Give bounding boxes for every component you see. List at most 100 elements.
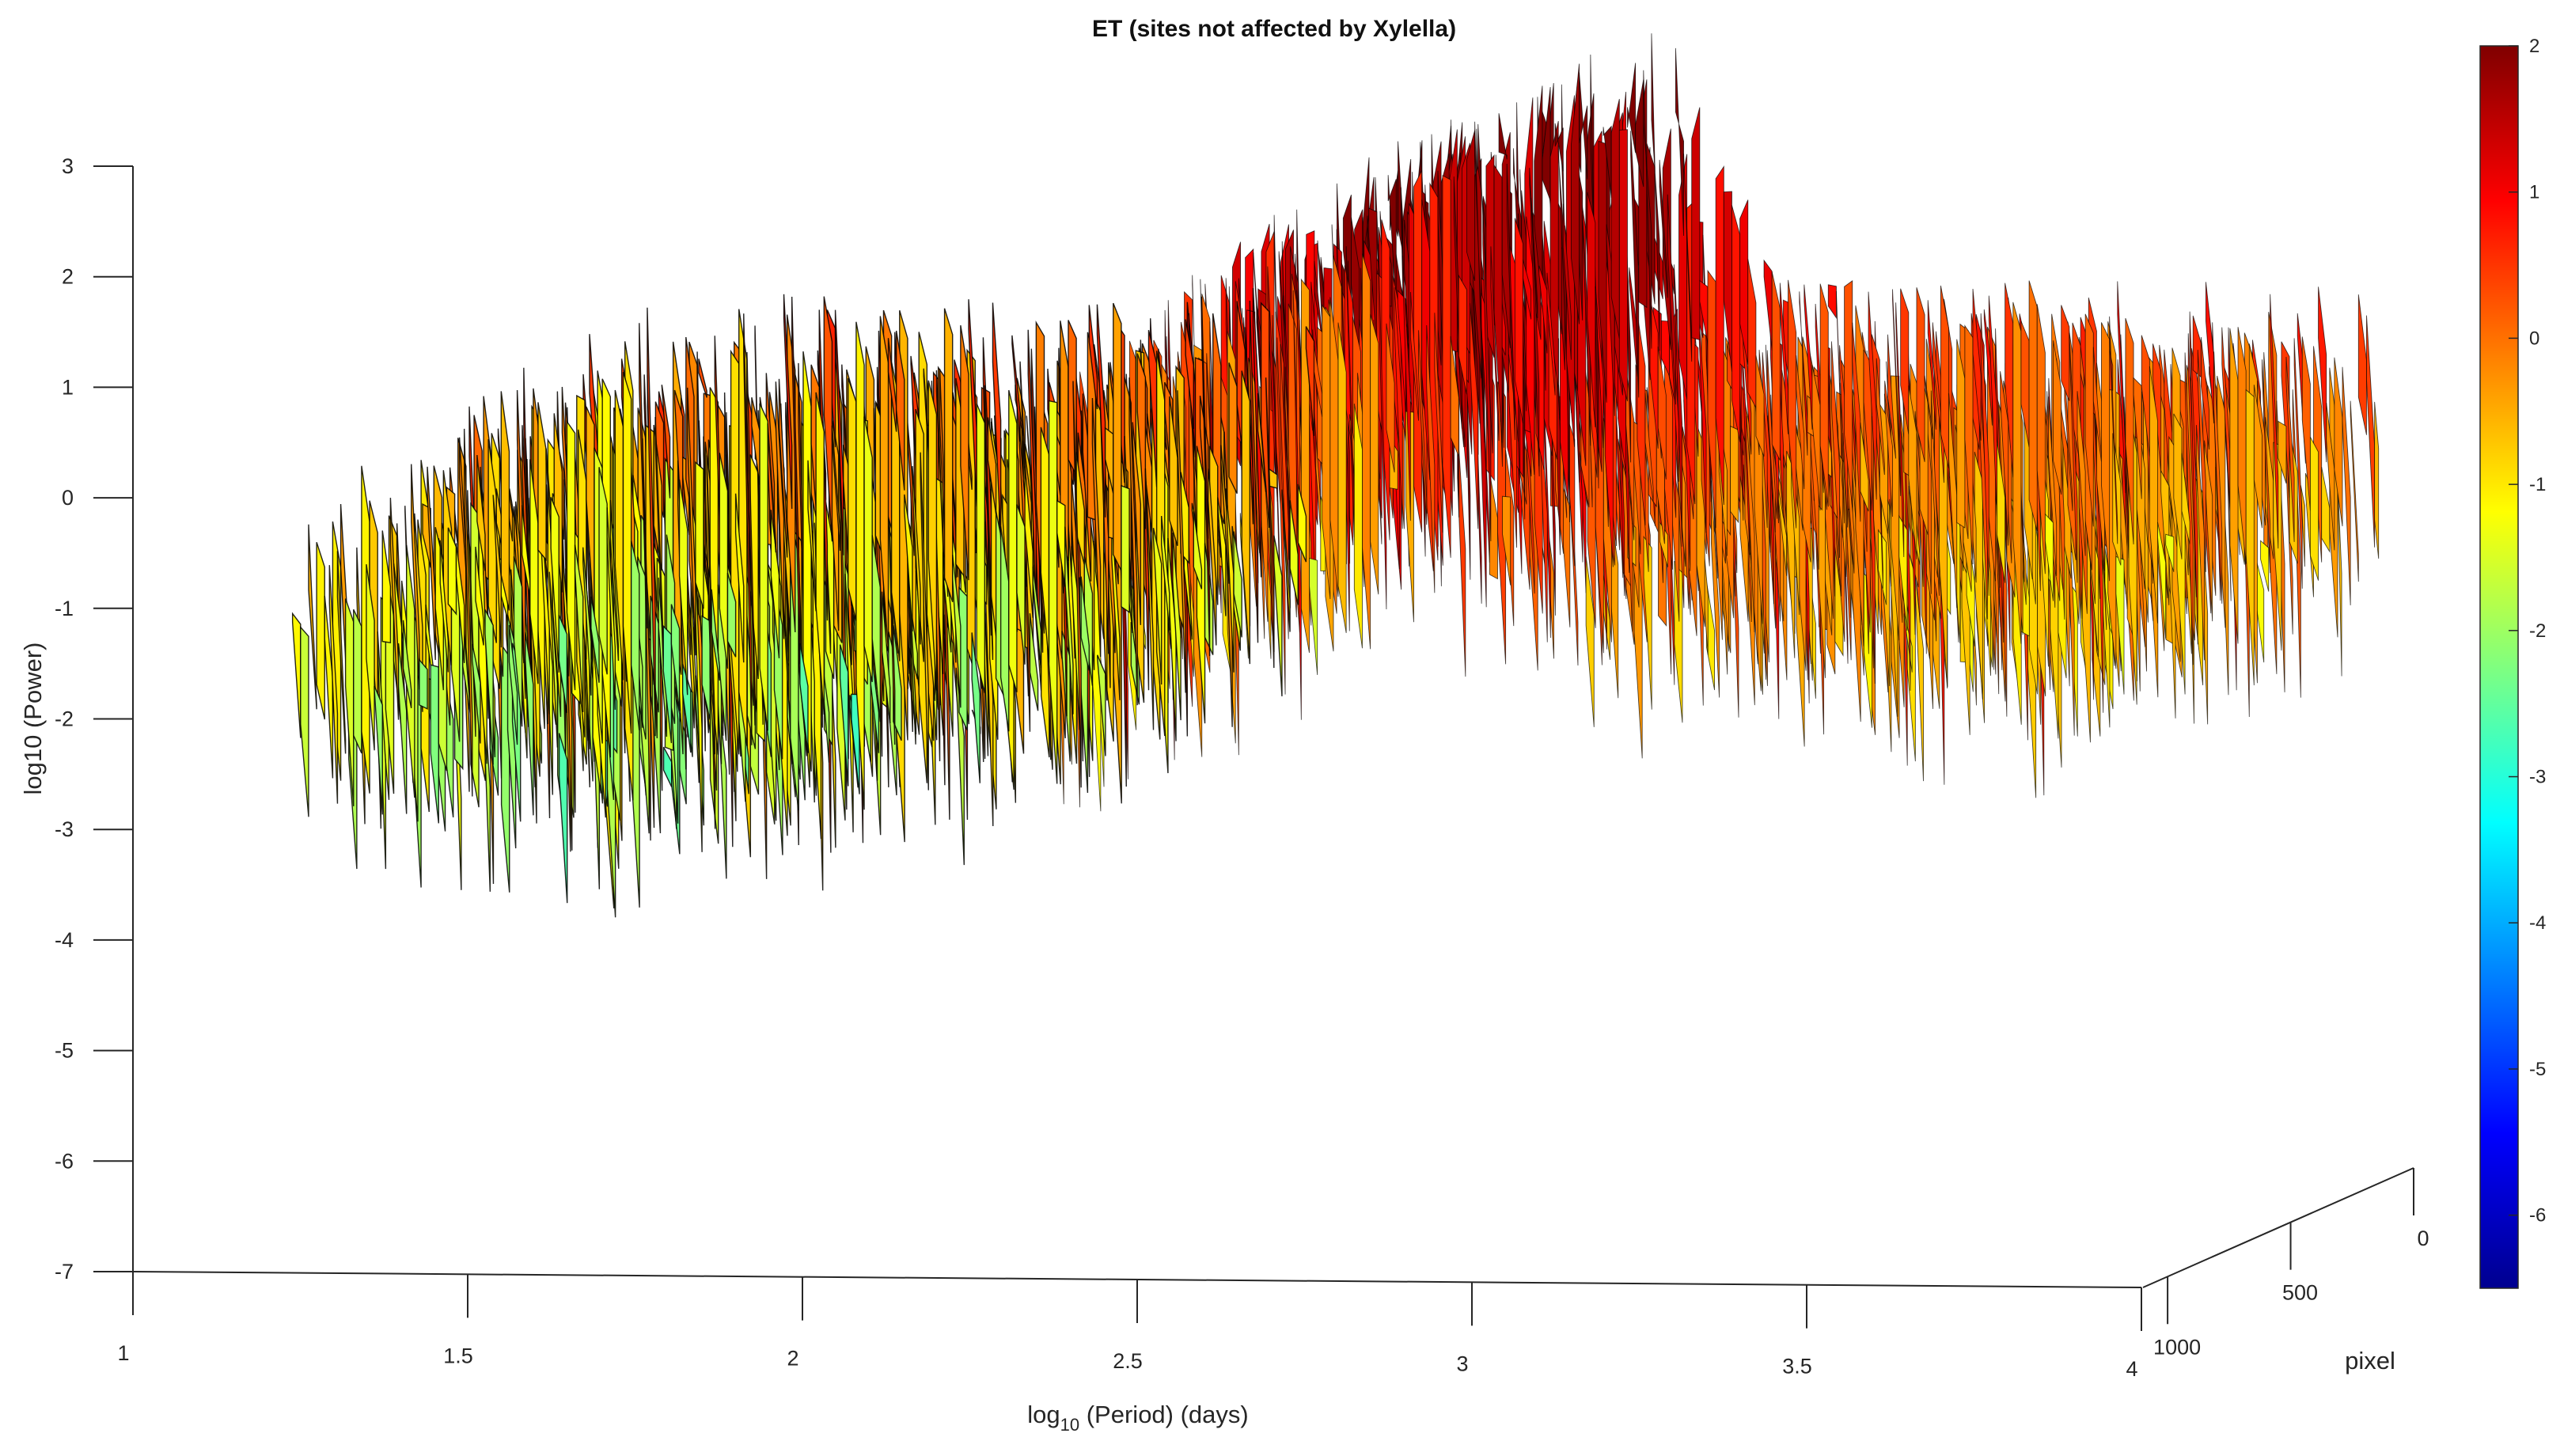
surface-facet [2265, 417, 2274, 559]
surface-facet [1643, 535, 1652, 710]
surface-facet [1426, 324, 1436, 593]
surface-facet [439, 540, 449, 673]
colorbar-tick-label: -3 [2529, 767, 2546, 788]
surface-facet [815, 392, 825, 715]
surface-facet [778, 378, 788, 558]
surface-facet [2125, 317, 2134, 544]
surface-facet [1691, 107, 1701, 340]
surface-facet [590, 596, 600, 683]
surface-facet [1710, 480, 1720, 698]
surface-facet [1860, 422, 1869, 512]
surface-facet [719, 453, 729, 669]
colorbar-tick-label: -4 [2529, 912, 2546, 934]
surface-facet [863, 416, 873, 683]
surface-facet [2200, 336, 2210, 450]
surface-facet [2321, 467, 2331, 553]
surface-facet [662, 624, 673, 744]
z-tick-label: -5 [55, 1039, 74, 1063]
surface-facet [1715, 165, 1724, 506]
x-axis-ticks: 1 1.5 2 2.5 3 3.5 4 [117, 1272, 2142, 1381]
surface-facet [1675, 47, 1685, 236]
surface-facet [2184, 352, 2194, 665]
surface-facet [300, 625, 309, 817]
surface-facet [1233, 531, 1242, 638]
surface-facet [537, 402, 547, 562]
surface-facet [1016, 504, 1026, 665]
surface-facet [1796, 355, 1805, 490]
surface-facet [1570, 63, 1580, 324]
z-tick-label: -4 [55, 928, 74, 952]
surface-facet [2012, 301, 2022, 644]
surface-facet [472, 643, 481, 744]
surface-facet [492, 495, 503, 648]
surface-facet [2293, 338, 2303, 589]
surface-facet [1193, 511, 1203, 590]
surface-facet [1835, 290, 1845, 524]
surface-facet [1111, 518, 1121, 700]
surface-facet [1136, 353, 1147, 529]
surface-facet [1644, 392, 1654, 502]
surface-facet [1072, 381, 1082, 788]
surface-facet [2149, 366, 2158, 624]
surface-facet [960, 324, 969, 581]
depth-tick-label: 0 [2417, 1227, 2429, 1250]
surface-facet [831, 425, 841, 552]
surface-facet [2213, 351, 2223, 604]
surface-facet [1804, 284, 1813, 430]
surface-facet [695, 461, 704, 609]
surface-facet [606, 507, 616, 710]
surface-facet [1273, 535, 1283, 696]
x-tick-label: 3.5 [1782, 1355, 1812, 1378]
surface-facet [427, 466, 436, 661]
surface-facet [1088, 305, 1098, 410]
surface-facet [2115, 555, 2125, 695]
surface-facet [1940, 285, 1950, 468]
surface-facet [834, 309, 844, 555]
surface-facet [1401, 256, 1411, 521]
surface-facet [2084, 313, 2094, 527]
surface-facet [1413, 170, 1423, 533]
surface-facet [2374, 401, 2380, 559]
surface-facet [1113, 302, 1122, 571]
surface-facet [577, 429, 587, 660]
surface-facet [1132, 422, 1142, 625]
surface-facet [1746, 415, 1755, 632]
surface-facet [1024, 466, 1034, 618]
surface-facet [661, 385, 671, 499]
surface-facet [525, 631, 534, 816]
surface-facet [1470, 303, 1479, 529]
surface-facet [1169, 396, 1178, 546]
surface-facet [783, 294, 793, 509]
surface-facet [839, 644, 849, 787]
surface-facet [402, 620, 412, 708]
surface-facet [1225, 488, 1235, 673]
surface-facet [1948, 393, 1958, 609]
surface-facet [1208, 446, 1219, 605]
x-tick-label: 4 [2126, 1357, 2137, 1381]
surface-facet [1060, 320, 1069, 562]
surface-facet [935, 370, 946, 581]
surface-facet [1506, 164, 1515, 441]
surface-facet [1554, 123, 1564, 172]
surface-facet [2160, 470, 2170, 605]
surface-facet [1930, 390, 1940, 596]
surface-facet [1514, 218, 1523, 423]
surface-facet [1409, 291, 1419, 421]
surface-facet [904, 494, 913, 631]
surface-facet [1281, 489, 1291, 632]
surface-facet [1610, 98, 1620, 339]
surface-facet [639, 323, 648, 629]
surface-facet [701, 615, 711, 720]
surface-facet [1842, 433, 1852, 618]
surface-facet [1097, 654, 1106, 756]
surface-facet [1498, 113, 1508, 160]
surface-facet [397, 643, 408, 814]
surface-facet [1080, 576, 1090, 671]
surface-facet [614, 389, 624, 681]
surface-facet [1442, 175, 1451, 558]
surface-facet [1618, 129, 1628, 402]
surface-facet [912, 465, 921, 645]
surface-facet [558, 733, 568, 904]
colorbar [2479, 45, 2519, 1289]
